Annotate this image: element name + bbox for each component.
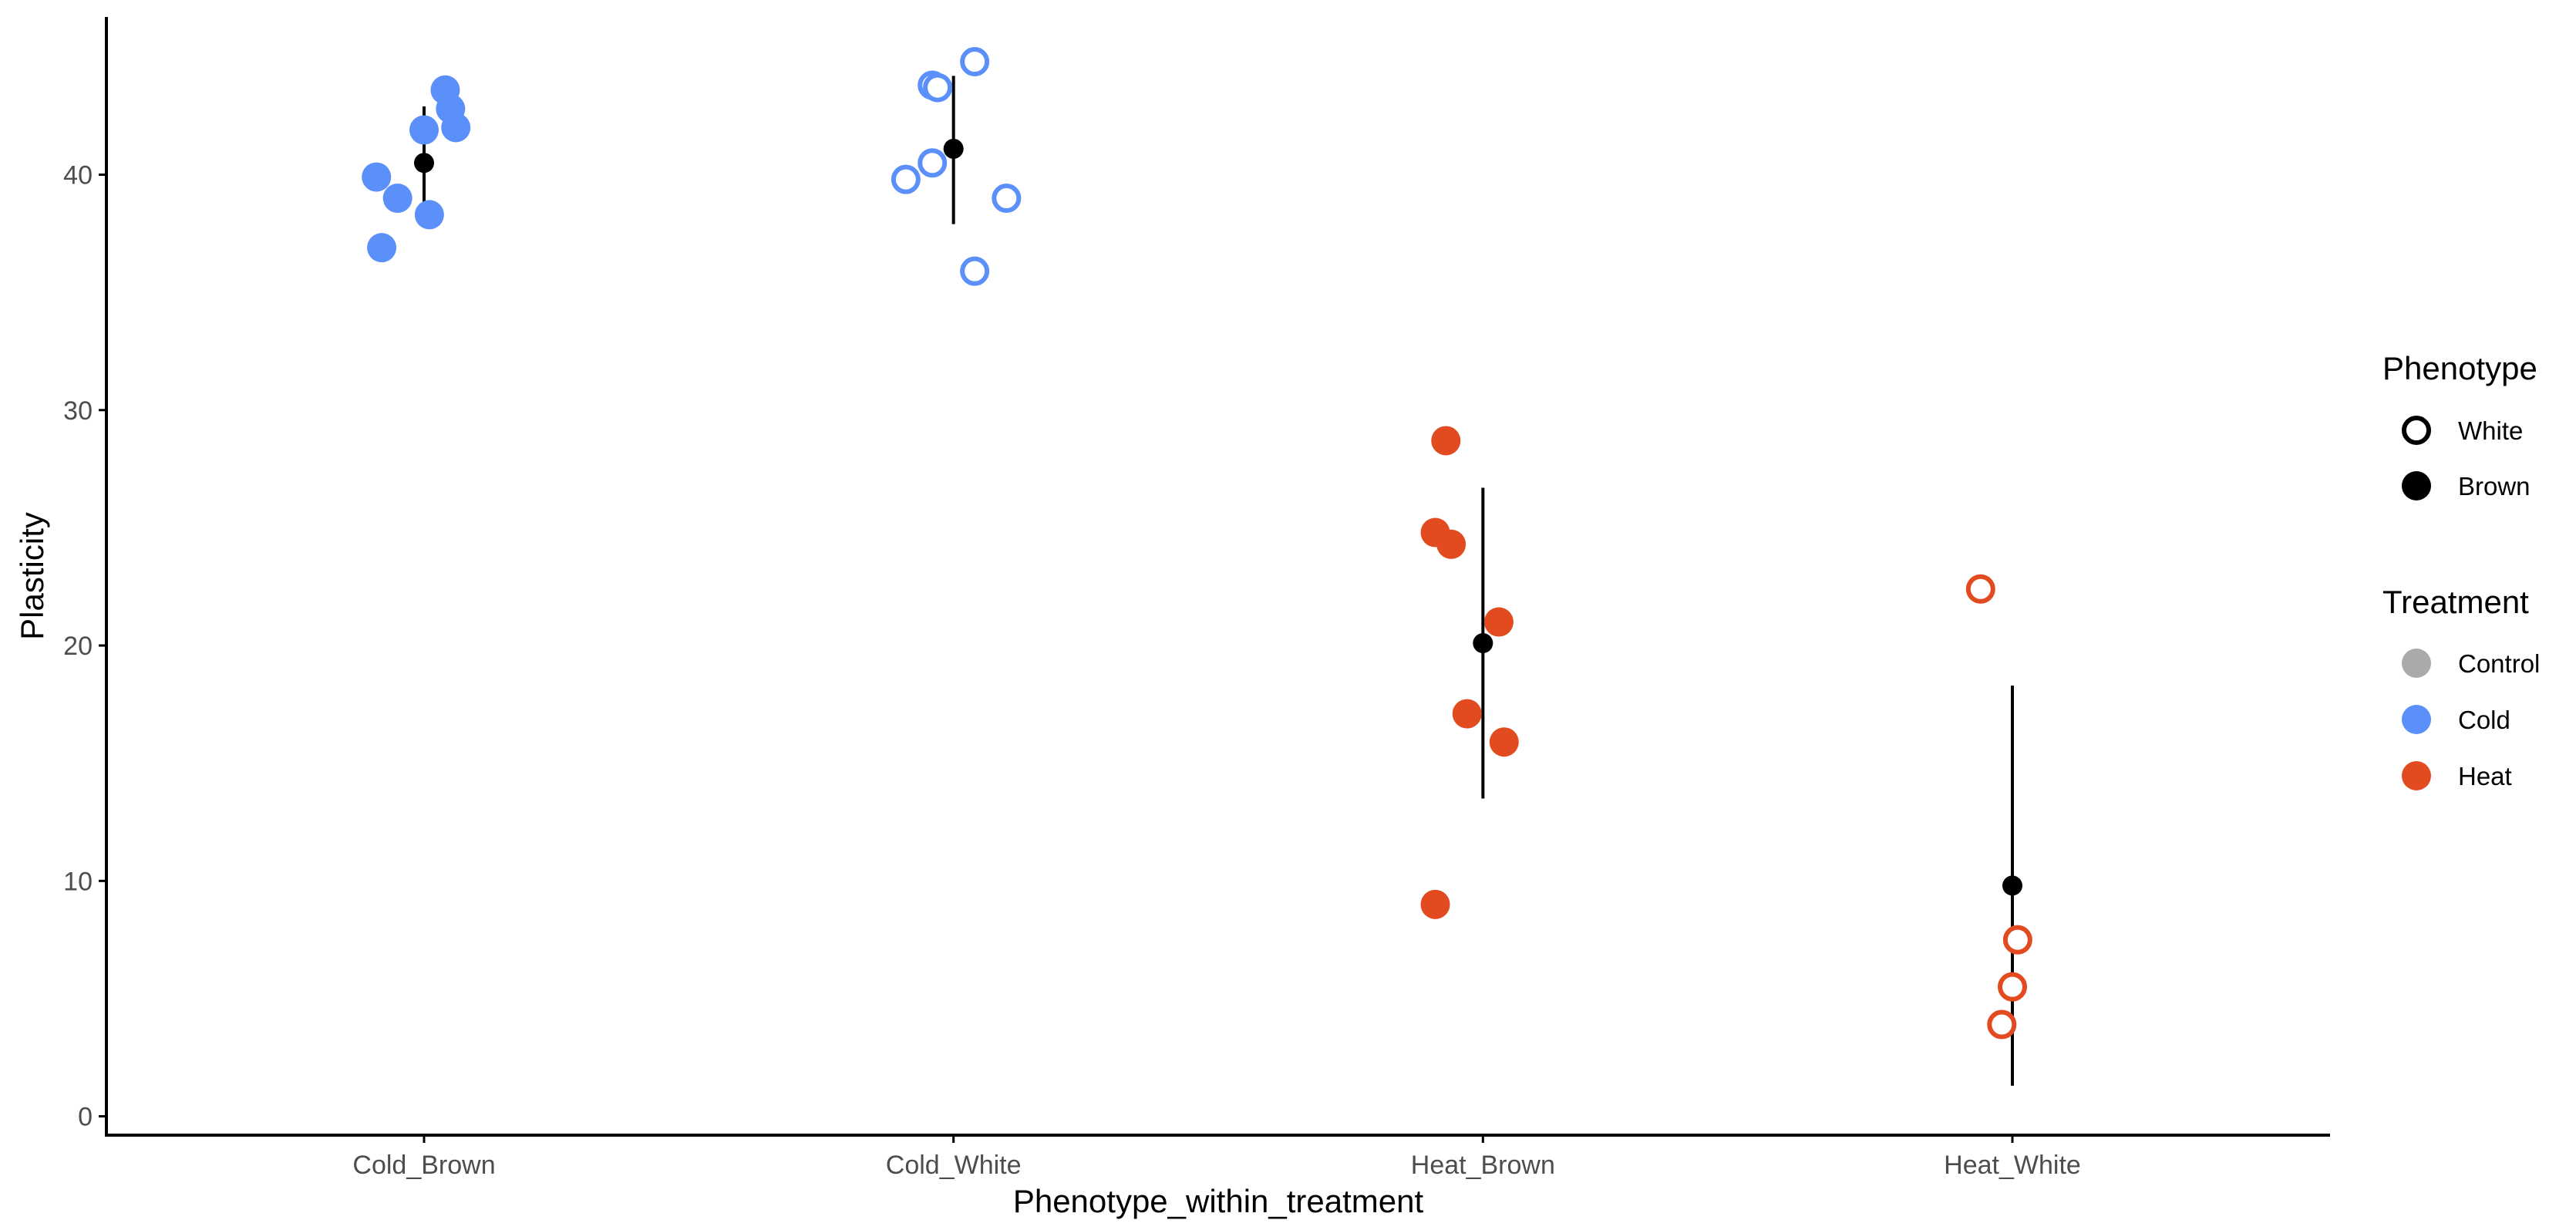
data-point: [992, 184, 1022, 214]
y-tick-label: 40: [63, 161, 93, 190]
y-tick-label: 0: [78, 1103, 93, 1132]
y-ticks: 0 10 20 30 40: [63, 161, 106, 1132]
data-point: [1436, 529, 1466, 559]
legend-key-cold: [2402, 705, 2431, 734]
data-point: [960, 47, 990, 76]
data-point: [1452, 699, 1482, 729]
data-points: [362, 47, 2032, 1040]
data-point: [918, 148, 948, 178]
y-tick-label: 20: [63, 632, 93, 661]
data-point: [1987, 1009, 2017, 1040]
legend-key-white: [2402, 416, 2431, 445]
legend: Phenotype Treatment White Brown Control Col…: [2382, 350, 2540, 790]
x-axis-title: Phenotype_within_treatment: [1013, 1183, 1424, 1219]
data-point: [923, 72, 953, 103]
x-tick-label: Cold_White: [886, 1151, 1022, 1180]
mean-point: [414, 153, 434, 174]
data-point: [362, 162, 392, 192]
legend-items: White Brown Control Cold Heat: [2402, 416, 2540, 790]
mean-point: [1473, 633, 1493, 653]
data-point: [409, 115, 439, 145]
data-point: [367, 233, 397, 263]
x-ticks: Cold_Brown Cold_White Heat_Brown Heat_White: [352, 1135, 2081, 1180]
y-tick-label: 30: [63, 396, 93, 426]
legend-title-treatment: Treatment: [2382, 584, 2529, 620]
x-tick-label: Heat_Brown: [1411, 1151, 1555, 1180]
mean-point: [2002, 875, 2022, 896]
legend-label-heat: Heat: [2458, 762, 2512, 790]
legend-label-control: Control: [2458, 649, 2540, 678]
legend-label-white: White: [2458, 416, 2523, 445]
legend-label-brown: Brown: [2458, 472, 2531, 500]
data-point: [1483, 607, 1514, 637]
y-axis-title: Plasticity: [14, 512, 50, 640]
data-point: [1431, 426, 1461, 456]
x-tick-label: Heat_White: [1944, 1151, 2081, 1180]
data-point: [1489, 727, 1519, 757]
data-point: [960, 256, 990, 286]
legend-key-heat: [2402, 761, 2431, 790]
data-point: [1420, 889, 1450, 919]
x-tick-label: Cold_Brown: [352, 1151, 495, 1180]
data-point: [891, 164, 921, 194]
mean-points: [414, 138, 2022, 896]
mean-point: [943, 138, 964, 159]
y-tick-label: 10: [63, 867, 93, 896]
legend-key-control: [2402, 649, 2431, 678]
data-point: [1998, 972, 2027, 1002]
data-point: [1965, 574, 1995, 604]
data-point: [2002, 925, 2032, 955]
legend-label-cold: Cold: [2458, 706, 2510, 734]
legend-key-brown: [2402, 471, 2431, 500]
legend-title-phenotype: Phenotype: [2382, 350, 2537, 386]
data-point: [382, 184, 412, 214]
data-point: [441, 113, 471, 143]
axes: [105, 17, 2330, 1137]
summary-intervals: [423, 76, 2014, 1086]
data-point: [414, 200, 444, 230]
